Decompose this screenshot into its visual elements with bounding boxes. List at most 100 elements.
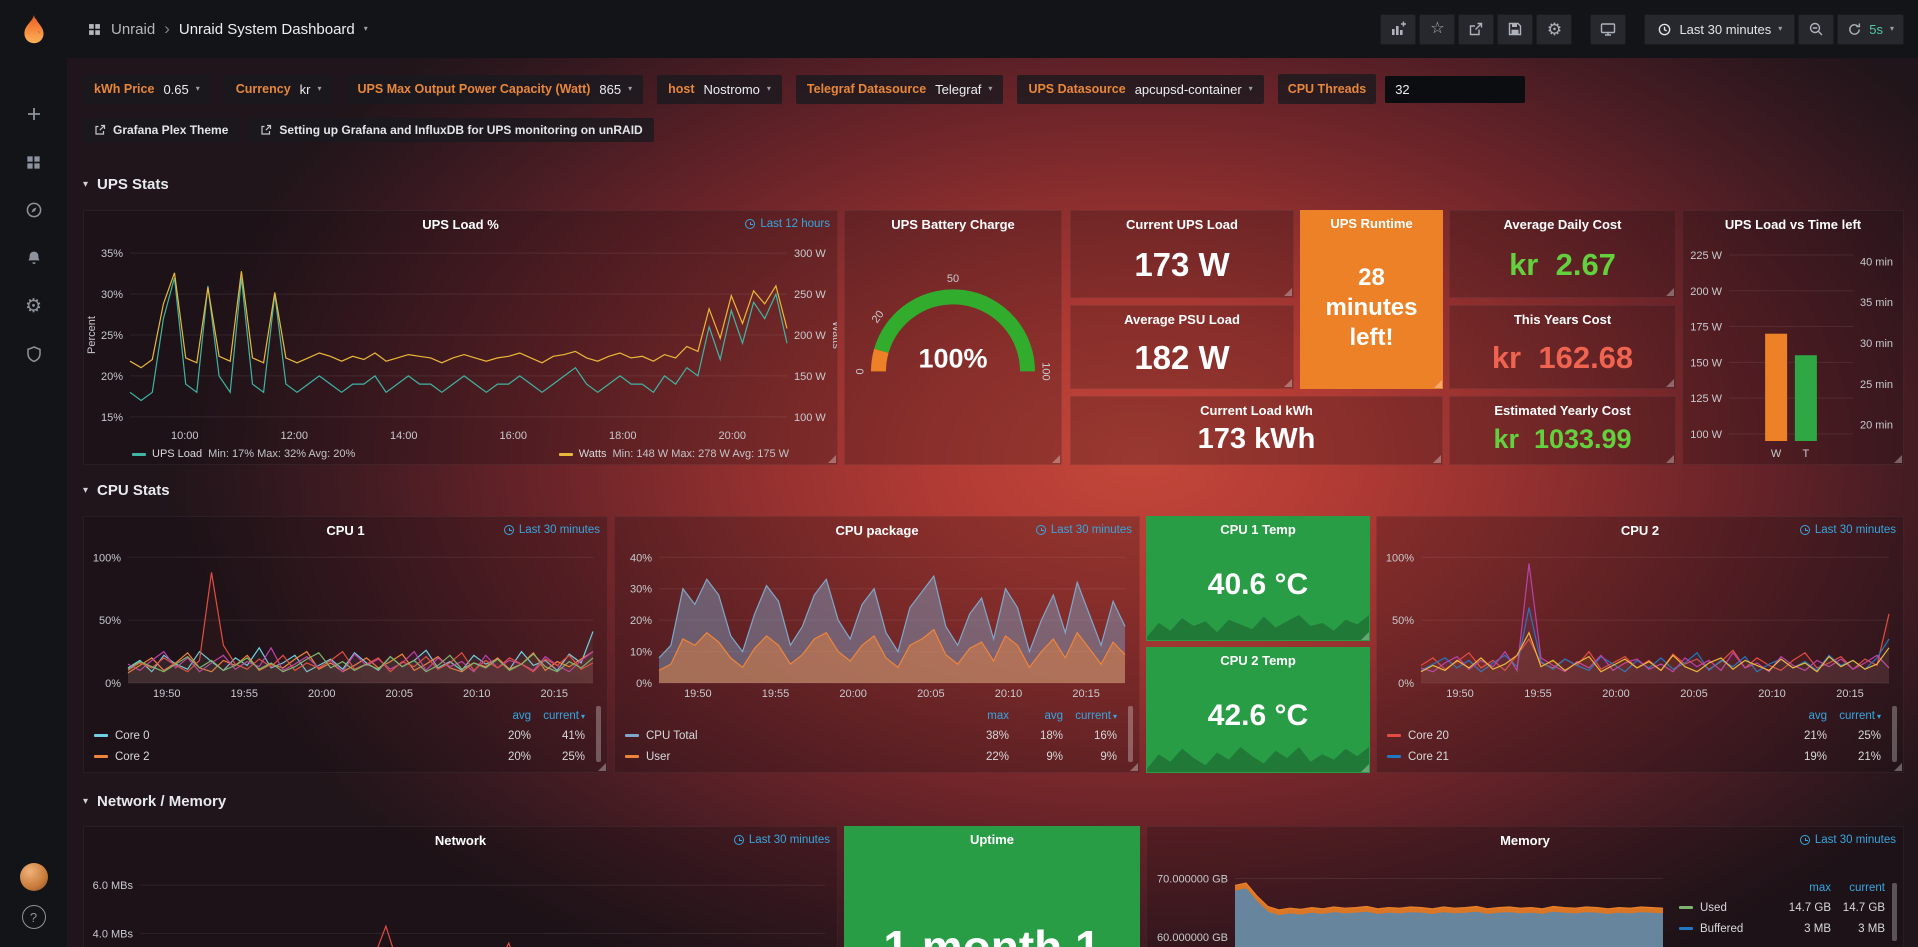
battery-gauge[interactable]: 0 20 50 100 100% <box>845 237 1061 461</box>
panel-title[interactable]: Average PSU Load <box>1124 311 1240 327</box>
clock-icon <box>1659 23 1671 35</box>
legend-sort-column[interactable]: current ▾ <box>543 710 585 722</box>
panel-title[interactable]: CPU 1 Temp <box>1220 521 1296 537</box>
series-color-swatch <box>625 734 639 737</box>
legend-row[interactable]: User 22% 9% 9% <box>625 746 1117 767</box>
save-icon <box>1509 22 1522 36</box>
save-dashboard-button[interactable] <box>1497 13 1534 45</box>
section-ups-stats[interactable]: ▾ UPS Stats <box>83 176 169 193</box>
stat-value: kr 162.68 <box>1491 340 1634 375</box>
legend-sort-column[interactable]: max <box>1809 882 1831 894</box>
section-network-memory[interactable]: ▾ Network / Memory <box>83 793 226 810</box>
caret-down-icon[interactable]: ▾ <box>363 24 368 33</box>
svg-text:50%: 50% <box>99 615 121 627</box>
panel-title[interactable]: UPS Load vs Time left <box>1724 216 1862 232</box>
legend-row[interactable]: Core 0 20% 41% <box>94 725 585 746</box>
help-button[interactable]: ? <box>21 905 46 929</box>
panel-title[interactable]: Current Load kWh <box>1200 402 1313 418</box>
legend-scrollbar[interactable] <box>1892 706 1897 762</box>
variable-kwh-price[interactable]: kWh Price 0.65 ▾ <box>83 74 211 104</box>
panel-title[interactable]: UPS Battery Charge <box>891 216 1015 232</box>
legend-row[interactable]: Buffered 3 MB 3 MB <box>1679 918 1885 939</box>
panel-title[interactable]: Memory Last 30 minutes <box>1147 827 1903 853</box>
cpu-threads-input[interactable]: 32 <box>1385 75 1526 103</box>
legend-row[interactable]: Used 14.7 GB 14.7 GB <box>1679 897 1885 918</box>
dashboard-settings-button[interactable]: ⚙ <box>1536 13 1573 45</box>
svg-text:20:10: 20:10 <box>1758 688 1786 700</box>
legend-row[interactable]: Core 20 21% 25% <box>1387 725 1881 746</box>
time-range-picker[interactable]: Last 30 minutes ▾ <box>1644 13 1796 45</box>
star-dashboard-button[interactable]: ☆ <box>1419 13 1456 45</box>
panel-title[interactable]: CPU package Last 30 minutes <box>615 517 1139 543</box>
share-icon <box>1470 22 1483 36</box>
legend-item[interactable]: UPS Load Min: 17% Max: 32% Avg: 20% <box>132 448 355 460</box>
variable-ups-datasource[interactable]: UPS Datasource apcupsd-container ▾ <box>1017 74 1264 104</box>
sidebar-item-dashboards[interactable] <box>15 143 53 181</box>
variable-currency[interactable]: Currency kr ▾ <box>224 74 333 104</box>
panel-cpu1-temp: CPU 1 Temp 40.6 °C <box>1146 516 1370 641</box>
cycle-view-button[interactable] <box>1590 13 1627 45</box>
sidebar-item-server-admin[interactable] <box>15 335 53 373</box>
add-panel-button[interactable] <box>1380 13 1417 45</box>
cpu1-chart[interactable]: 100% 50% 0% 19:50 19:55 20:00 20:05 20:10 20:15 <box>84 543 603 701</box>
caret-down-icon: ▾ <box>1778 24 1783 33</box>
legend-sort-column[interactable]: current ▾ <box>1839 710 1881 722</box>
dashboard-link-ups-monitoring-guide[interactable]: Setting up Grafana and InfluxDB for UPS … <box>249 118 654 142</box>
dashboard-link-grafana-plex-theme[interactable]: Grafana Plex Theme <box>83 118 240 142</box>
breadcrumb-folder[interactable]: Unraid <box>111 20 156 38</box>
refresh-picker[interactable]: 5s ▾ <box>1837 13 1904 45</box>
flame-icon <box>23 15 44 44</box>
legend-item[interactable]: Watts Min: 148 W Max: 278 W Avg: 175 W <box>558 448 789 460</box>
legend-sort-column[interactable]: avg <box>1044 710 1063 722</box>
legend-scrollbar[interactable] <box>1892 883 1897 941</box>
legend-sort-column[interactable]: current ▾ <box>1075 710 1117 722</box>
clock-icon <box>733 835 744 845</box>
share-dashboard-button[interactable] <box>1458 13 1495 45</box>
variable-telegraf-datasource[interactable]: Telegraf Datasource Telegraf ▾ <box>795 74 1004 104</box>
panel-title[interactable]: UPS Load % Last 12 hours <box>84 211 837 237</box>
sidebar-item-alerting[interactable] <box>15 239 53 277</box>
dashboard-title[interactable]: Unraid System Dashboard <box>178 20 355 38</box>
cpu-package-chart[interactable]: 40% 30% 20% 10% 0% 19:50 19:55 20:00 20:05 20:10 2… <box>615 543 1135 701</box>
panel-title[interactable]: Current UPS Load <box>1126 216 1238 232</box>
panel-title[interactable]: Estimated Yearly Cost <box>1494 402 1631 418</box>
legend-scrollbar[interactable] <box>596 706 601 762</box>
legend-row[interactable]: CPU Total 38% 18% 16% <box>625 725 1117 746</box>
sidebar-item-configuration[interactable]: ⚙ <box>15 287 53 325</box>
variable-host[interactable]: host Nostromo ▾ <box>657 74 782 104</box>
legend-sort-column[interactable]: current <box>1849 882 1885 894</box>
legend-sort-column[interactable]: avg <box>1808 710 1827 722</box>
svg-text:35 min: 35 min <box>1860 297 1893 309</box>
ups-load-vs-time-chart[interactable]: 225 W 200 W 175 W 150 W 125 W 100 W 40 min 35 m… <box>1683 237 1903 461</box>
grafana-logo-icon[interactable] <box>13 9 55 51</box>
panel-title[interactable]: CPU 2 Last 30 minutes <box>1377 517 1903 543</box>
ups-load-chart[interactable]: 35% 30% 25% 20% 15% 300 W 250 W 200 W 150 W 100 W… <box>84 237 842 443</box>
variable-label: Telegraf Datasource <box>806 82 927 96</box>
user-avatar[interactable] <box>19 863 48 891</box>
panel-title[interactable]: This Years Cost <box>1513 311 1612 327</box>
legend-sort-column[interactable]: avg <box>512 710 531 722</box>
zoom-out-time-button[interactable] <box>1798 13 1835 45</box>
panel-title[interactable]: Uptime <box>969 831 1015 847</box>
sidebar-item-explore[interactable] <box>15 191 53 229</box>
legend-scrollbar[interactable] <box>1128 706 1133 762</box>
cpu2-chart[interactable]: 100% 50% 0% 19:50 19:55 20:00 20:05 20:10 20:15 <box>1377 543 1899 701</box>
stat-value: 42.6 °C <box>1207 699 1309 732</box>
panel-title[interactable]: Average Daily Cost <box>1503 216 1622 232</box>
panel-title[interactable]: UPS Runtime <box>1330 215 1413 231</box>
sidebar-item-create[interactable] <box>15 95 53 133</box>
time-override-badge: Last 12 hours <box>745 211 830 237</box>
legend-sort-column[interactable]: max <box>987 710 1009 722</box>
stat-value: kr 1033.99 <box>1493 424 1632 454</box>
variable-ups-max-output[interactable]: UPS Max Output Power Capacity (Watt) 865… <box>346 74 644 104</box>
legend-row[interactable]: Core 21 19% 21% <box>1387 746 1881 767</box>
chart-legend: avg current ▾ Core 20 21% 25% Core 21 19% 21% <box>1387 707 1881 767</box>
panel-title[interactable]: CPU 1 Last 30 minutes <box>84 517 607 543</box>
panel-title[interactable]: CPU 2 Temp <box>1220 652 1296 668</box>
section-cpu-stats[interactable]: ▾ CPU Stats <box>83 482 170 499</box>
legend-row[interactable]: Core 2 20% 25% <box>94 746 585 767</box>
panel-title[interactable]: Network Last 30 minutes <box>84 827 837 853</box>
svg-text:25 min: 25 min <box>1860 379 1893 391</box>
